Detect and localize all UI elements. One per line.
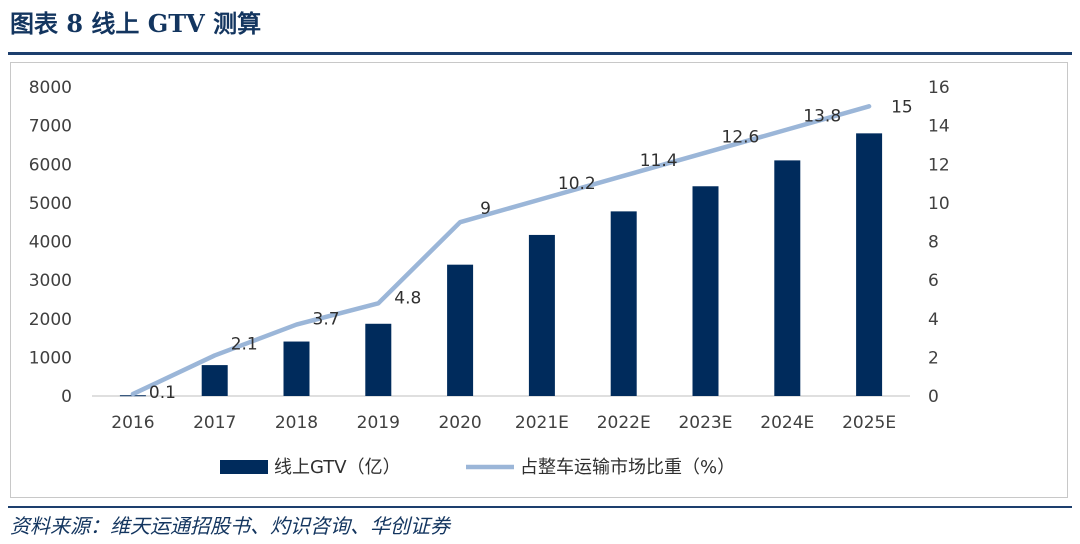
y-right-tick-label: 14: [928, 117, 950, 137]
bar-gtv: [447, 264, 474, 396]
line-series: [130, 104, 872, 397]
y-left-tick-label: 7000: [29, 117, 72, 137]
legend-line-label: 占整车运输市场比重（%）: [520, 457, 735, 478]
y-left-tick-label: 6000: [29, 155, 72, 175]
bar-gtv: [856, 133, 883, 396]
data-labels: 0.1 2.1 3.7 4.8 9 10.2 11.4 12.6 13.8 15: [149, 97, 913, 403]
x-tick-label: 2022E: [597, 413, 651, 433]
bar-gtv: [283, 341, 310, 396]
bar-gtv: [774, 160, 801, 396]
y-left-tick-label: 2000: [29, 310, 72, 330]
y-right-tick-label: 12: [928, 155, 950, 175]
legend: 线上GTV（亿） 占整车运输市场比重（%）: [220, 457, 735, 478]
x-tick-label: 2021E: [515, 413, 569, 433]
line-data-label: 10.2: [558, 174, 596, 194]
line-data-label: 11.4: [640, 151, 678, 171]
x-tick-label: 2019: [357, 413, 400, 433]
y-left-tick-label: 3000: [29, 271, 72, 291]
y-left-tick-label: 4000: [29, 233, 72, 253]
line-data-label: 4.8: [394, 288, 421, 308]
x-tick-label: 2025E: [842, 413, 896, 433]
line-data-label: 3.7: [313, 310, 340, 330]
title-rule: [8, 52, 1072, 55]
y-right-tick-label: 4: [928, 310, 939, 330]
chart-frame: [10, 62, 1068, 498]
line-data-label: 2.1: [231, 334, 258, 354]
line-data-label: 0.1: [149, 383, 176, 403]
y-right-tick-label: 6: [928, 271, 939, 291]
line-data-label: 13.8: [803, 106, 841, 126]
bar-gtv: [528, 234, 555, 396]
x-tick-label: 2020: [438, 413, 481, 433]
footer-rule: [8, 506, 1072, 508]
x-tick-label: 2023E: [678, 413, 732, 433]
line-data-label: 15: [891, 97, 913, 117]
legend-bar-label: 线上GTV（亿）: [274, 457, 401, 478]
bar-gtv: [365, 323, 392, 396]
x-tick-label: 2017: [193, 413, 236, 433]
axes: 0 1000 2000 3000 4000 5000 6000 7000 8000 0 2 4 6 8 10…: [29, 78, 950, 433]
x-tick-label: 2024E: [760, 413, 814, 433]
y-right-tick-label: 2: [928, 348, 939, 368]
bar-gtv: [692, 186, 719, 396]
y-right-tick-label: 8: [928, 233, 939, 253]
y-right-tick-label: 0: [928, 387, 939, 407]
line-market-share: [130, 104, 872, 397]
bar-series: [119, 133, 883, 397]
y-right-tick-label: 10: [928, 194, 950, 214]
y-left-tick-label: 8000: [29, 78, 72, 98]
y-left-tick-label: 5000: [29, 194, 72, 214]
y-left-tick-label: 0: [61, 387, 72, 407]
x-tick-label: 2018: [275, 413, 318, 433]
x-tick-label: 2016: [111, 413, 154, 433]
source-note: 资料来源：维天运通招股书、灼识咨询、华创证券: [10, 514, 450, 538]
figure-title: 图表 8 线上 GTV 测算: [10, 9, 262, 38]
y-left-tick-label: 1000: [29, 348, 72, 368]
legend-bar-swatch: [220, 460, 268, 474]
bar-gtv: [201, 365, 228, 396]
line-data-label: 12.6: [722, 128, 760, 148]
bar-gtv: [610, 211, 637, 396]
y-right-tick-label: 16: [928, 78, 950, 98]
line-data-label: 9: [480, 199, 491, 219]
